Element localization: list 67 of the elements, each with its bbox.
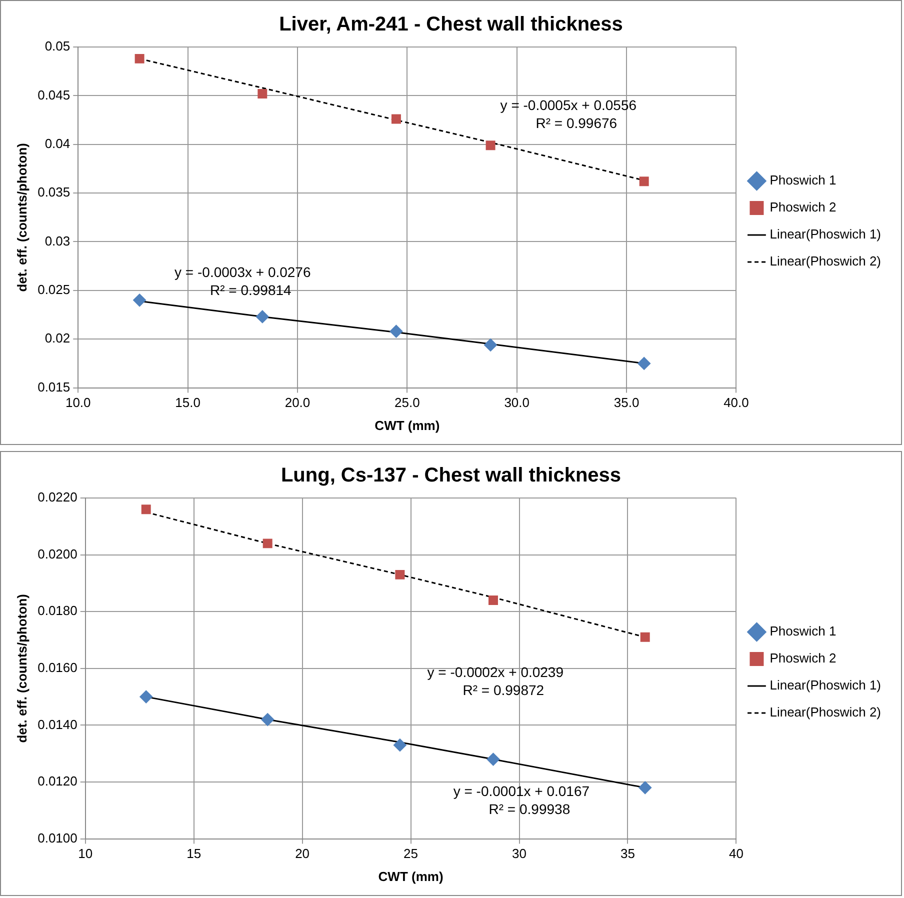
point xyxy=(261,713,274,726)
point xyxy=(488,595,498,605)
point xyxy=(391,114,401,124)
y-tick-label: 0.0200 xyxy=(38,546,78,562)
point xyxy=(640,632,650,642)
x-tick-label: 20 xyxy=(295,846,310,862)
point xyxy=(638,781,652,794)
y-tick-label: 0.0180 xyxy=(38,603,78,618)
annotation: y = -0.0003x + 0.0276 R² = 0.99814 xyxy=(174,264,311,298)
legend-label: Phoswich 2 xyxy=(770,200,836,215)
y-tick-label: 0.0100 xyxy=(38,830,78,846)
legend-label: Linear(Phoswich 1) xyxy=(770,678,882,693)
x-tick-label: 40 xyxy=(728,846,744,862)
point xyxy=(486,752,500,766)
x-axis-title: CWT (mm) xyxy=(378,868,444,884)
x-tick-label: 15.0 xyxy=(175,395,200,410)
x-tick-label: 30.0 xyxy=(504,395,530,410)
legend-label: Phoswich 1 xyxy=(770,624,836,639)
point xyxy=(258,88,268,98)
point xyxy=(140,690,153,704)
point xyxy=(133,294,146,307)
x-tick-label: 35 xyxy=(620,846,635,862)
y-tick-label: 0.015 xyxy=(38,379,70,394)
y-tick-label: 0.0120 xyxy=(38,774,78,789)
legend-label: Linear(Phoswich 2) xyxy=(770,704,882,720)
x-tick-label: 10.0 xyxy=(65,395,91,410)
legend-label: Linear(Phoswich 1) xyxy=(770,226,882,242)
legend-label: Phoswich 2 xyxy=(770,650,836,666)
y-tick-label: 0.0220 xyxy=(38,490,78,505)
x-tick-label: 20.0 xyxy=(284,395,310,410)
point xyxy=(262,538,272,548)
point xyxy=(390,324,403,338)
legend-label: Phoswich 1 xyxy=(770,172,836,188)
y-tick-label: 0.0140 xyxy=(38,716,78,732)
x-tick-label: 30 xyxy=(512,846,527,862)
point xyxy=(639,176,649,186)
y-axis-title: det. eff. (counts/photon) xyxy=(14,143,30,292)
y-tick-label: 0.04 xyxy=(44,136,70,151)
chart-title: Liver, Am-241 - Chest wall thickness xyxy=(279,14,623,36)
y-axis-title: det. eff. (counts/photon) xyxy=(14,594,30,743)
y-tick-label: 0.03 xyxy=(44,233,70,248)
annotation: y = -0.0005x + 0.0556 R² = 0.99676 xyxy=(500,97,637,132)
point xyxy=(141,504,151,514)
y-tick-label: 0.02 xyxy=(44,330,70,346)
x-tick-label: 15 xyxy=(186,846,202,862)
y-tick-label: 0.0160 xyxy=(38,660,78,675)
point xyxy=(395,570,405,580)
point xyxy=(134,54,144,64)
point xyxy=(393,738,406,752)
x-axis-title: CWT (mm) xyxy=(374,418,440,433)
y-tick-label: 0.025 xyxy=(38,282,70,298)
y-tick-label: 0.05 xyxy=(44,38,70,54)
legend-label: Linear(Phoswich 2) xyxy=(770,254,882,269)
point xyxy=(484,338,498,352)
point xyxy=(638,356,651,370)
point xyxy=(256,310,269,324)
y-tick-label: 0.045 xyxy=(38,87,70,102)
annotation: y = -0.0002x + 0.0239 R² = 0.99872 xyxy=(427,664,564,698)
y-tick-label: 0.035 xyxy=(38,184,70,200)
x-tick-label: 10 xyxy=(78,846,93,862)
x-tick-label: 35.0 xyxy=(614,395,640,410)
point xyxy=(486,140,496,150)
x-tick-label: 25 xyxy=(404,846,418,862)
chart-title: Lung, Cs-137 - Chest wall thickness xyxy=(280,464,622,487)
x-tick-label: 25.0 xyxy=(394,395,420,410)
x-tick-label: 40.0 xyxy=(724,395,749,410)
annotation: y = -0.0001x + 0.0167 R² = 0.99938 xyxy=(453,783,590,818)
